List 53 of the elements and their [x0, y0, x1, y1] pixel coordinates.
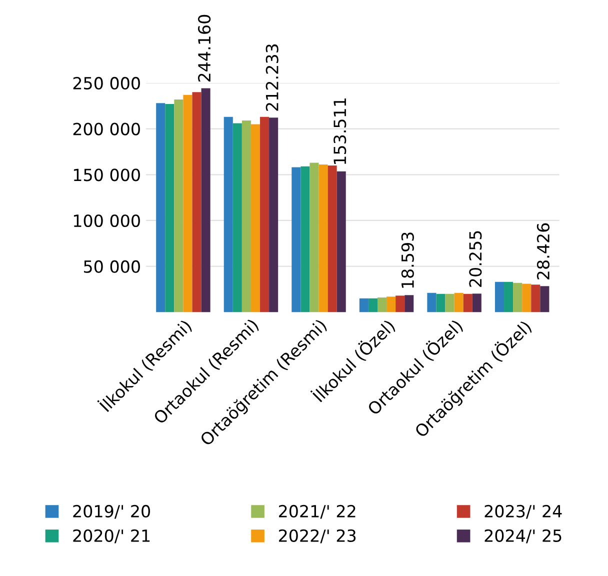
bar [224, 116, 233, 312]
bar [436, 294, 446, 312]
bar [404, 295, 414, 312]
bar [522, 284, 532, 312]
bar [250, 124, 260, 312]
data-label: 244.160 [198, 14, 211, 82]
bar [183, 94, 192, 312]
bar [232, 123, 242, 312]
bar [300, 166, 310, 312]
bar [165, 104, 174, 312]
bar [531, 284, 540, 312]
bar [368, 298, 378, 312]
data-label: 28.426 [536, 223, 550, 280]
legend-label: 2020/' 21 [73, 529, 150, 544]
bar [242, 120, 251, 312]
bar [359, 298, 368, 312]
bar [504, 282, 514, 312]
legend-label: 2023/' 24 [484, 504, 562, 519]
bar [269, 118, 278, 312]
data-label: 18.593 [401, 232, 414, 288]
y-tick-label: 150 000 [74, 168, 140, 182]
bar [310, 162, 319, 312]
bar [472, 294, 482, 312]
bar [318, 164, 328, 312]
y-tick-label: 200 000 [73, 122, 140, 136]
bar [328, 165, 337, 312]
y-tick-label: 250 000 [73, 76, 140, 90]
bar [174, 99, 184, 312]
bar [260, 116, 270, 312]
bar [427, 292, 436, 312]
legend-label: 2019/' 20 [73, 504, 150, 519]
bar [386, 296, 396, 312]
bar [377, 298, 387, 312]
bar [156, 103, 166, 312]
bar [396, 296, 405, 312]
bar [292, 167, 301, 312]
legend-label: 2021/' 22 [278, 504, 356, 519]
data-label: 153.511 [334, 98, 346, 164]
legend-label: 2022/' 23 [278, 529, 356, 544]
bar [454, 292, 464, 312]
bar [336, 171, 346, 312]
bar [540, 286, 550, 312]
bar [192, 92, 202, 312]
y-tick-label: 50 000 [84, 260, 140, 273]
bar [201, 88, 210, 312]
legend-label: 2024/' 25 [484, 529, 562, 544]
data-label: 212.233 [266, 44, 278, 111]
bar [513, 282, 522, 312]
bar [494, 282, 504, 312]
bar [463, 294, 472, 312]
bar [445, 294, 454, 312]
data-label: 20.255 [469, 231, 482, 287]
y-tick-label: 100 000 [74, 214, 140, 228]
